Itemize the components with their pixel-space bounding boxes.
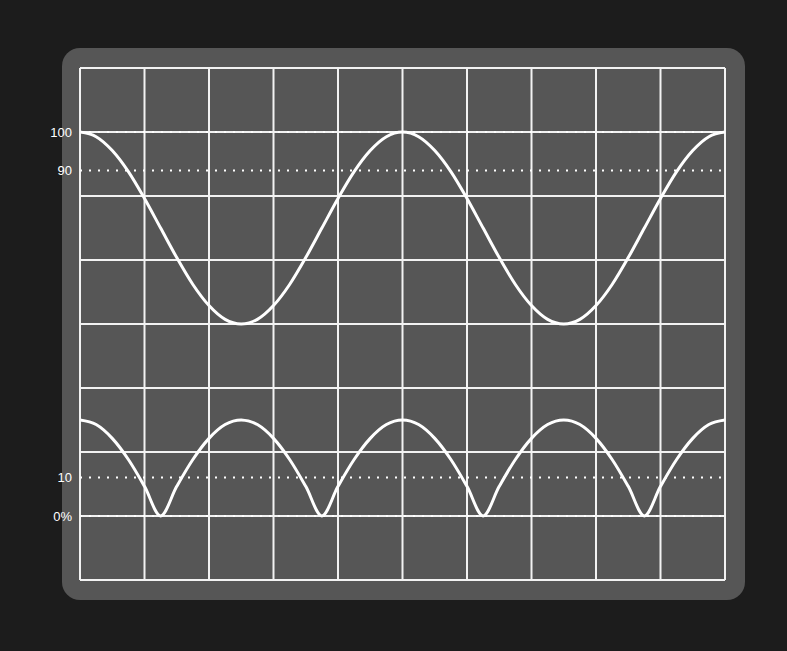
svg-text:10: 10 [58, 470, 72, 485]
svg-text:0%: 0% [53, 509, 72, 524]
svg-text:100: 100 [50, 125, 72, 140]
svg-text:90: 90 [58, 163, 72, 178]
